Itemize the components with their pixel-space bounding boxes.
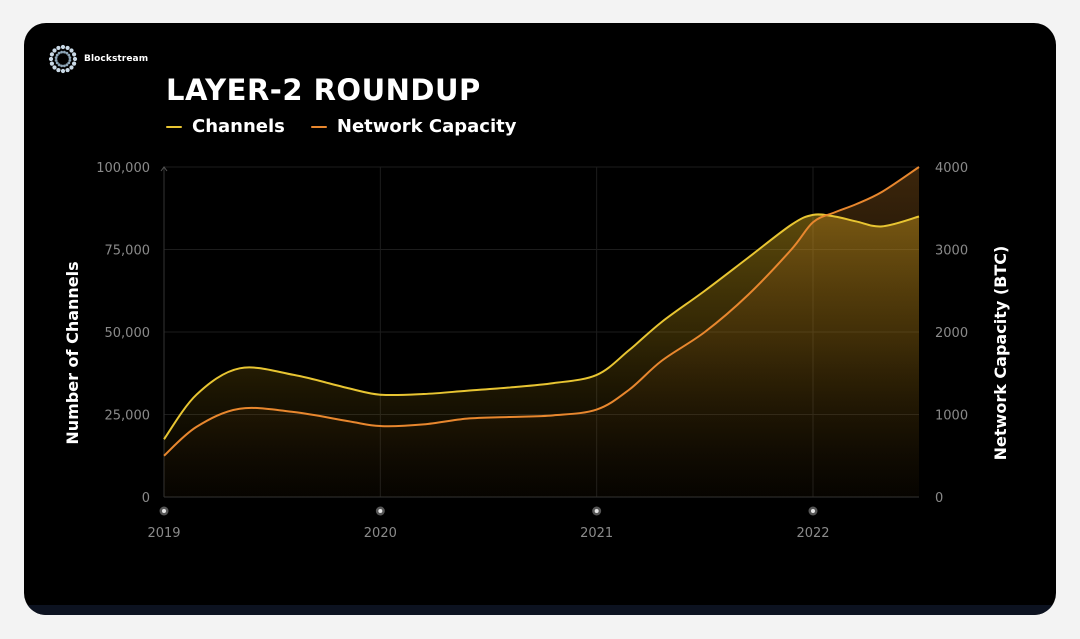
y-tick-label-left: 0 xyxy=(142,491,150,506)
x-tick-label: 2022 xyxy=(796,526,829,541)
x-tick-label: 2020 xyxy=(364,526,397,541)
logo-dot xyxy=(60,50,64,54)
logo-dot xyxy=(60,44,66,50)
legend-label-capacity: Network Capacity xyxy=(336,116,517,137)
logo-dot xyxy=(55,61,59,65)
logo-dot xyxy=(65,63,69,67)
y-axis-left: 0 25,000 50,000 75,000 100,000 xyxy=(96,161,150,506)
logo-dot xyxy=(57,63,61,67)
logo-dot xyxy=(72,56,78,62)
logo-dot xyxy=(67,53,71,57)
logo-dot xyxy=(57,51,61,55)
logo-dot xyxy=(71,61,77,66)
x-tick-label: 2019 xyxy=(147,526,180,541)
y-axis-right-title: Network Capacity (BTC) xyxy=(991,246,1010,461)
y-tick-label-right: 4000 xyxy=(935,161,968,176)
logo-dot xyxy=(65,51,69,55)
x-tick-marker-dot xyxy=(378,509,383,513)
logo-dot xyxy=(60,68,66,74)
logo-dot xyxy=(49,52,55,57)
legend-swatch-capacity xyxy=(310,125,327,128)
y-axis-left-title: Number of Channels xyxy=(63,261,82,444)
logo-dot xyxy=(68,56,72,60)
area-network-capacity xyxy=(164,167,919,497)
logo-dot xyxy=(68,58,72,62)
brand-logo: Blockstream xyxy=(46,42,148,76)
logo-dot xyxy=(67,61,71,65)
logo-dot xyxy=(54,58,58,62)
logo-dot xyxy=(60,64,64,68)
logo-dot xyxy=(56,45,61,51)
chart-legend: Channels Network Capacity xyxy=(166,116,516,137)
legend-label-channels: Channels xyxy=(192,116,285,137)
chart-plot: 0 25,000 50,000 75,000 100,000 0 1000 2000 3000… xyxy=(63,161,1010,541)
y-tick-label-left: 100,000 xyxy=(96,161,150,176)
legend-swatch-channels xyxy=(166,125,182,128)
y-tick-label-left: 25,000 xyxy=(105,409,151,424)
x-tick-marker-dot xyxy=(810,509,815,513)
x-tick-marker-dot xyxy=(594,509,599,513)
logo-dot xyxy=(56,67,61,73)
legend-item-capacity: Network Capacity xyxy=(310,116,517,137)
logo-dot xyxy=(52,65,57,70)
logo-dot xyxy=(48,56,54,62)
y-tick-label-right: 0 xyxy=(935,491,943,506)
x-axis: 2019 2020 2021 2022 xyxy=(147,506,830,541)
logo-dot xyxy=(71,52,77,57)
logo-dot xyxy=(65,67,70,73)
bottom-strip xyxy=(24,605,1056,615)
y-tick-label-right: 2000 xyxy=(935,326,968,341)
legend-item-channels: Channels xyxy=(166,116,285,137)
chart-title: LAYER-2 ROUNDUP xyxy=(166,73,481,107)
brand-name: Blockstream xyxy=(84,54,149,64)
logo-dot xyxy=(49,61,55,66)
logo-dot xyxy=(65,45,70,51)
logo-dot xyxy=(55,53,59,57)
chart-card: Blockstream LAYER-2 ROUNDUP Channels Net… xyxy=(24,23,1056,615)
y-tick-label-left: 75,000 xyxy=(105,244,151,259)
logo-dot xyxy=(62,64,66,68)
logo-dot xyxy=(54,56,58,60)
y-axis-right: 0 1000 2000 3000 4000 xyxy=(935,161,968,506)
logo-dot xyxy=(62,50,66,54)
y-tick-label-right: 3000 xyxy=(935,244,968,259)
logo-dot xyxy=(69,65,74,70)
y-tick-label-left: 50,000 xyxy=(105,326,151,341)
x-tick-marker-dot xyxy=(162,509,166,513)
y-tick-label-right: 1000 xyxy=(935,409,968,424)
series-line-network-capacity xyxy=(163,166,920,457)
blockstream-logo-icon xyxy=(48,44,78,74)
logo-dot xyxy=(69,48,74,53)
logo-dot xyxy=(52,48,57,53)
x-tick-label: 2021 xyxy=(580,526,613,541)
y-axis-arrow xyxy=(160,166,168,172)
